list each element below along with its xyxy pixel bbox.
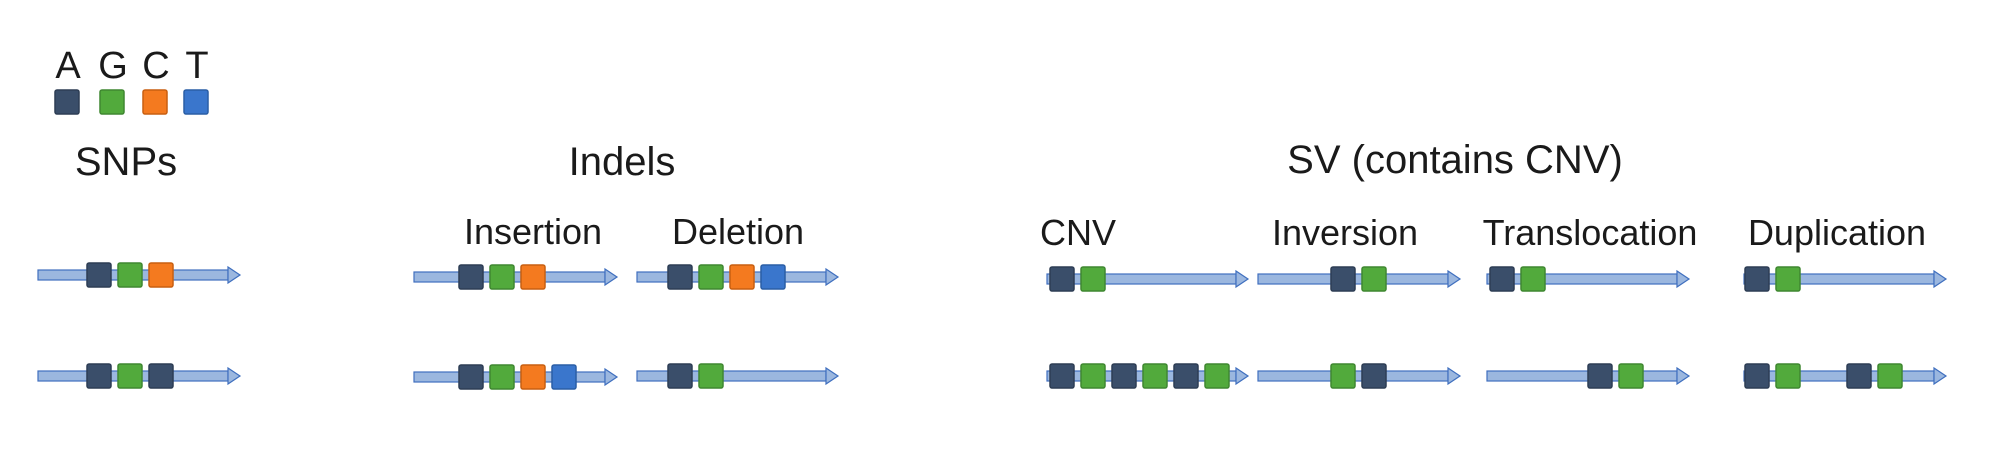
arrowhead	[1235, 269, 1250, 289]
cnv-ref-strand	[1046, 266, 1250, 292]
base-square-a	[1173, 363, 1199, 389]
duplication-label: Duplication	[1748, 212, 1926, 253]
legend-square-c	[142, 89, 168, 115]
arrowhead	[1676, 269, 1691, 289]
base-square-a	[1587, 363, 1613, 389]
base-square-a	[667, 363, 693, 389]
legend-squares	[54, 89, 209, 115]
base-square-g	[1080, 363, 1106, 389]
strand-line	[1743, 370, 1935, 382]
base-square-g	[1775, 363, 1801, 389]
base-square-g	[117, 363, 143, 389]
strand-line	[636, 370, 827, 382]
base-square-a	[458, 364, 484, 390]
base-square-a	[86, 363, 112, 389]
strand-line	[1486, 273, 1678, 285]
snps-title: SNPs	[75, 140, 177, 184]
insertion-label: Insertion	[464, 211, 602, 252]
snps-ref-strand	[37, 262, 242, 288]
legend-letter-g: G	[98, 45, 128, 87]
base-square-a	[86, 262, 112, 288]
cnv-alt-strand	[1046, 363, 1250, 389]
cnv-label: CNV	[1040, 212, 1116, 253]
arrowhead	[227, 366, 242, 386]
base-square-a	[1744, 363, 1770, 389]
deletion-alt-strand	[636, 363, 840, 389]
inversion-ref-strand	[1257, 266, 1462, 292]
base-square-g	[1877, 363, 1903, 389]
arrowhead	[1676, 366, 1691, 386]
arrowhead	[825, 366, 840, 386]
base-square-g	[1080, 266, 1106, 292]
base-square-g	[1618, 363, 1644, 389]
base-square-a	[1744, 266, 1770, 292]
arrowhead	[227, 265, 242, 285]
indels-title: Indels	[569, 140, 676, 184]
strand-line	[1486, 370, 1678, 382]
base-square-g	[1361, 266, 1387, 292]
base-square-g	[1142, 363, 1168, 389]
base-square-a	[1330, 266, 1356, 292]
arrowhead	[604, 367, 619, 387]
arrowhead	[1235, 366, 1250, 386]
base-square-g	[489, 364, 515, 390]
base-square-a	[148, 363, 174, 389]
legend-square-a	[54, 89, 80, 115]
base-legend: A G C T	[54, 45, 209, 115]
base-square-g	[1330, 363, 1356, 389]
translocation-alt-strand	[1486, 363, 1691, 389]
translocation-ref-strand	[1486, 266, 1691, 292]
base-square-g	[117, 262, 143, 288]
base-square-c	[520, 364, 546, 390]
base-square-g	[1204, 363, 1230, 389]
legend-letter-c: C	[142, 45, 169, 87]
base-square-c	[729, 264, 755, 290]
arrowhead	[1447, 366, 1462, 386]
inversion-label: Inversion	[1272, 212, 1418, 253]
arrowhead	[825, 267, 840, 287]
base-square-g	[489, 264, 515, 290]
arrowhead	[1933, 366, 1948, 386]
strand-line	[1046, 273, 1237, 285]
legend-square-g	[99, 89, 125, 115]
snps-alt-strand	[37, 363, 242, 389]
base-square-g	[1520, 266, 1546, 292]
base-square-c	[520, 264, 546, 290]
base-square-t	[551, 364, 577, 390]
dna-strands	[37, 262, 1948, 390]
sv-title: SV (contains CNV)	[1287, 138, 1623, 182]
base-square-a	[1361, 363, 1387, 389]
inversion-alt-strand	[1257, 363, 1462, 389]
base-square-a	[458, 264, 484, 290]
translocation-label: Translocation	[1483, 212, 1698, 253]
deletion-label: Deletion	[672, 211, 804, 252]
base-square-g	[698, 363, 724, 389]
legend-square-t	[183, 89, 209, 115]
base-square-c	[148, 262, 174, 288]
deletion-ref-strand	[636, 264, 840, 290]
strand-line	[1743, 273, 1935, 285]
duplication-ref-strand	[1743, 266, 1948, 292]
base-square-a	[1489, 266, 1515, 292]
base-square-g	[1775, 266, 1801, 292]
legend-letter-a: A	[55, 45, 81, 87]
base-square-a	[667, 264, 693, 290]
legend-letter-t: T	[185, 45, 208, 87]
arrowhead	[604, 267, 619, 287]
base-square-a	[1049, 266, 1075, 292]
insertion-ref-strand	[413, 264, 619, 290]
arrowhead	[1447, 269, 1462, 289]
duplication-alt-strand	[1743, 363, 1948, 389]
base-square-t	[760, 264, 786, 290]
insertion-alt-strand	[413, 364, 619, 390]
base-square-g	[698, 264, 724, 290]
base-square-a	[1111, 363, 1137, 389]
base-square-a	[1846, 363, 1872, 389]
arrowhead	[1933, 269, 1948, 289]
base-square-a	[1049, 363, 1075, 389]
